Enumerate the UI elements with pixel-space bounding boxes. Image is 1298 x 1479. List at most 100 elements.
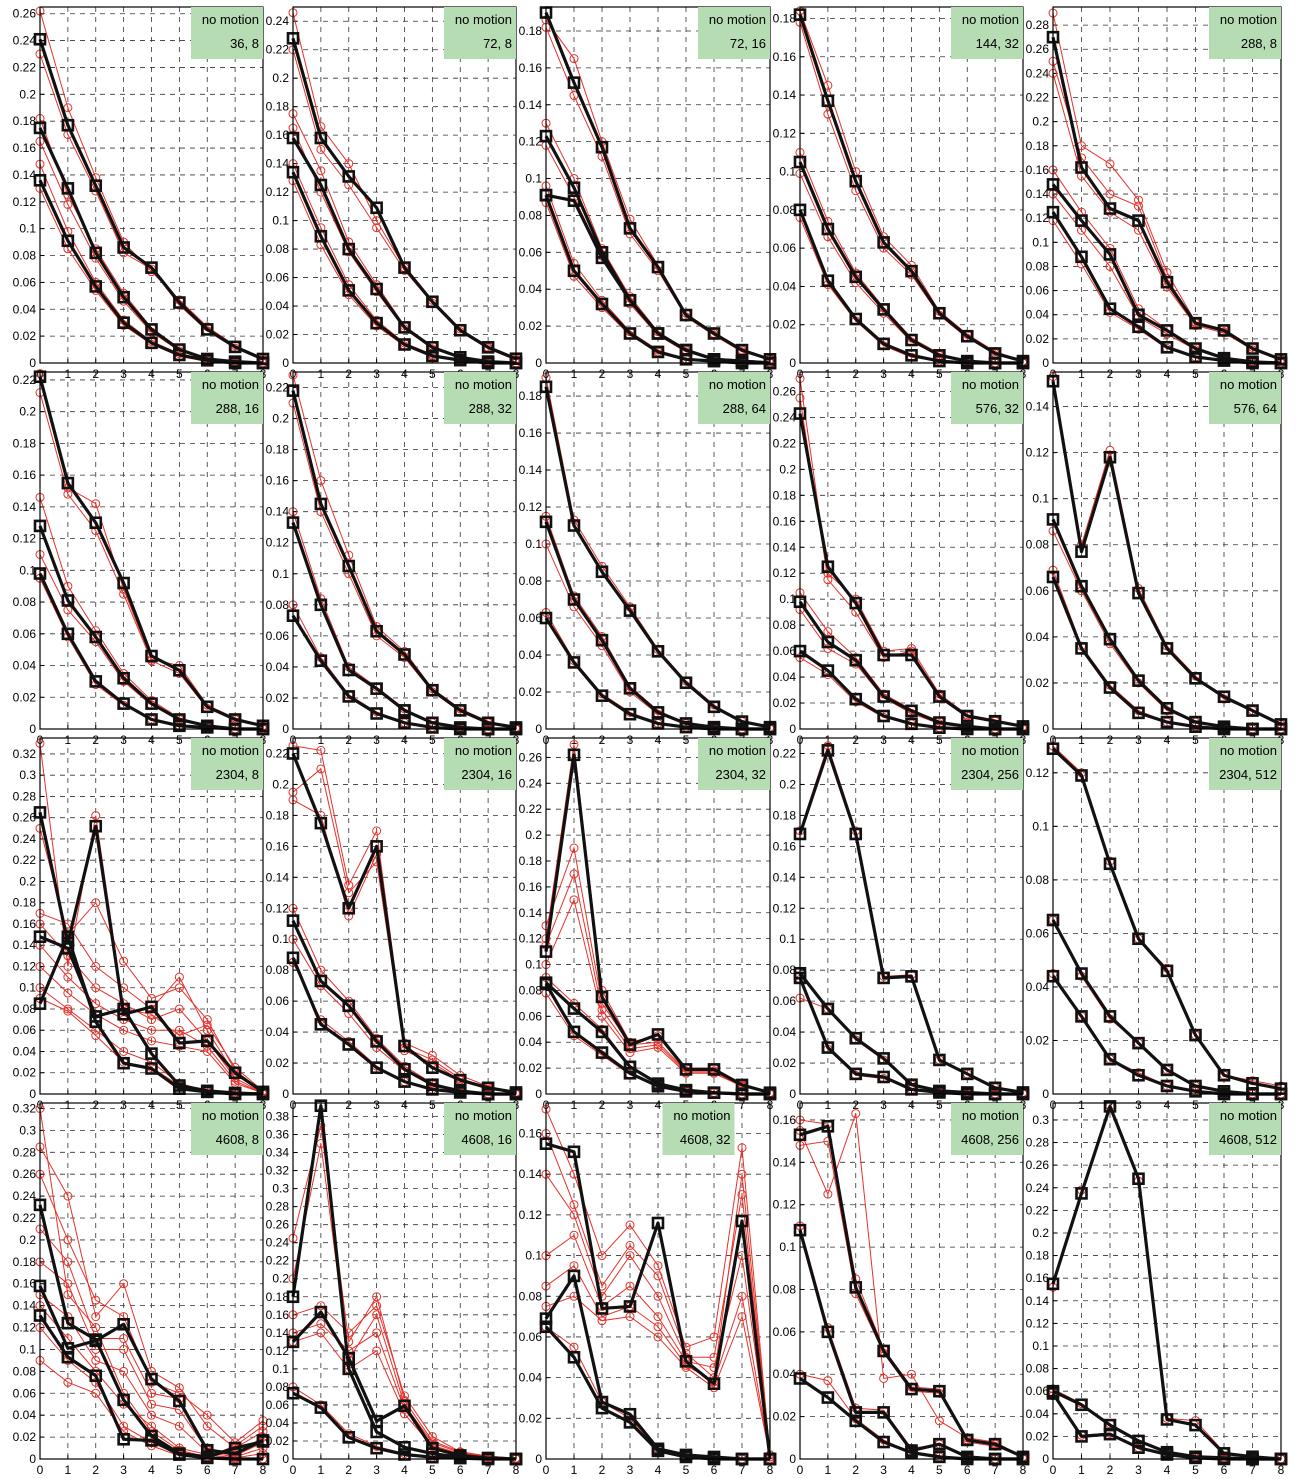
y-tick-label: 0.02 (773, 1056, 797, 1070)
y-tick-label: 0.12 (266, 1344, 290, 1358)
red-series-point (316, 1301, 326, 1311)
black-series-point (623, 1407, 637, 1421)
black-series-point (567, 1145, 581, 1159)
black-series-line (798, 161, 1023, 365)
panel-label-line2: 4608, 8 (216, 1132, 259, 1147)
y-tick-label: 0.28 (1026, 18, 1050, 32)
black-series-line (1051, 183, 1282, 365)
red-series-point (202, 1025, 212, 1035)
red-series-point (119, 1344, 129, 1354)
black-series-line (38, 812, 264, 1094)
black-series-point (1075, 642, 1088, 655)
y-tick-label: 0.22 (519, 802, 543, 816)
black-series-point (61, 234, 75, 248)
black-series-point (905, 333, 918, 347)
y-tick-label: 0.06 (1026, 1384, 1050, 1398)
x-tick-label: 8 (513, 1463, 520, 1477)
y-tick-label: 0.04 (13, 659, 37, 673)
x-tick-label: 3 (373, 1463, 380, 1477)
y-tick-label: 0.18 (266, 808, 290, 822)
y-tick-label: 0.06 (13, 627, 37, 641)
black-series-point (342, 1038, 356, 1051)
y-tick-label: 0.26 (773, 384, 797, 398)
black-series-point (933, 721, 946, 735)
y-tick-label: 0.02 (266, 1434, 290, 1448)
axes-box (292, 737, 517, 1095)
black-series-point (342, 242, 356, 256)
red-series-point (174, 1025, 184, 1035)
black-series-point (567, 264, 581, 278)
axes-box (1052, 1102, 1282, 1460)
black-series-point (314, 816, 328, 830)
panel-label-box (951, 372, 1023, 424)
black-series-point (567, 593, 581, 606)
black-series-point (314, 1401, 328, 1414)
y-tick-label: 0.16 (266, 474, 290, 488)
red-series-point (372, 826, 382, 836)
y-tick-label: 0.32 (266, 1164, 290, 1178)
red-series-point (202, 1015, 212, 1025)
red-series-point (119, 1312, 129, 1322)
y-tick-label: 0.14 (519, 463, 543, 477)
black-series-line (1051, 919, 1281, 1096)
panel-16: 0 0.02 0.04 0.06 0.08 0.1 0.12 0.14 0.16 0.18 0.2 0… (266, 1099, 523, 1477)
black-series-point (933, 306, 946, 320)
black-series-point (398, 704, 411, 717)
black-series-line (291, 137, 517, 365)
black-series-point (679, 1450, 693, 1464)
black-series-point (821, 1325, 835, 1339)
black-series-point (1103, 450, 1117, 464)
black-series-point (1189, 720, 1202, 733)
red-series-point (91, 1355, 101, 1365)
black-series-point (200, 700, 214, 714)
panel-label-line2: 2304, 512 (1219, 767, 1277, 782)
black-series-point (651, 1216, 665, 1230)
black-series-point (1075, 1010, 1088, 1023)
black-series-point (370, 1441, 383, 1455)
panel-label-line1: no motion (202, 1108, 259, 1123)
y-tick-label: 0.04 (13, 302, 37, 316)
axes-box (545, 737, 771, 1095)
red-series-point (63, 1377, 73, 1387)
black-series-point (342, 901, 356, 915)
black-series-point (314, 598, 328, 612)
y-tick-label: 0.04 (773, 1367, 797, 1381)
y-tick-label: 0.2 (19, 87, 36, 101)
black-series-point (370, 707, 383, 720)
black-series-point (1132, 1434, 1145, 1448)
black-series-line (1051, 975, 1281, 1096)
panel-12: 0 0.02 0.04 0.06 0.08 0.1 0.12 0.14 0.16 0.18 0.2 0… (519, 737, 777, 1112)
black-series-point (1075, 579, 1088, 593)
red-series-point (427, 1431, 437, 1441)
y-tick-label: 0.3 (19, 1123, 36, 1137)
x-tick-label: 3 (880, 1463, 887, 1477)
red-series-point (907, 644, 916, 654)
red-series-line (545, 1234, 771, 1458)
red-series-point (569, 895, 579, 905)
red-series-point (737, 1143, 747, 1153)
y-tick-label: 0.28 (13, 1145, 37, 1159)
black-series-point (1160, 324, 1174, 337)
panel-label-line1: no motion (202, 12, 259, 27)
red-series-point (823, 644, 833, 654)
black-series-point (370, 201, 383, 215)
black-series-point (595, 689, 609, 703)
x-tick-label: 6 (457, 1463, 464, 1477)
y-tick-label: 0 (282, 1087, 289, 1101)
y-tick-label: 0.06 (13, 275, 37, 289)
x-tick-label: 2 (345, 1463, 352, 1477)
x-tick-label: 6 (964, 1463, 971, 1477)
y-tick-label: 0 (789, 1087, 796, 1101)
black-series-point (877, 337, 890, 351)
x-tick-label: 3 (627, 1463, 634, 1477)
red-series-point (597, 1251, 607, 1261)
red-series-point (174, 1421, 184, 1431)
black-series-point (117, 316, 130, 329)
black-series-point (314, 229, 328, 243)
red-series-point (63, 961, 73, 971)
y-tick-label: 0.22 (266, 1254, 290, 1268)
black-series-point (567, 748, 581, 762)
black-series-point (1189, 1418, 1202, 1432)
black-series-point (145, 697, 158, 710)
black-series-point (623, 1066, 637, 1080)
